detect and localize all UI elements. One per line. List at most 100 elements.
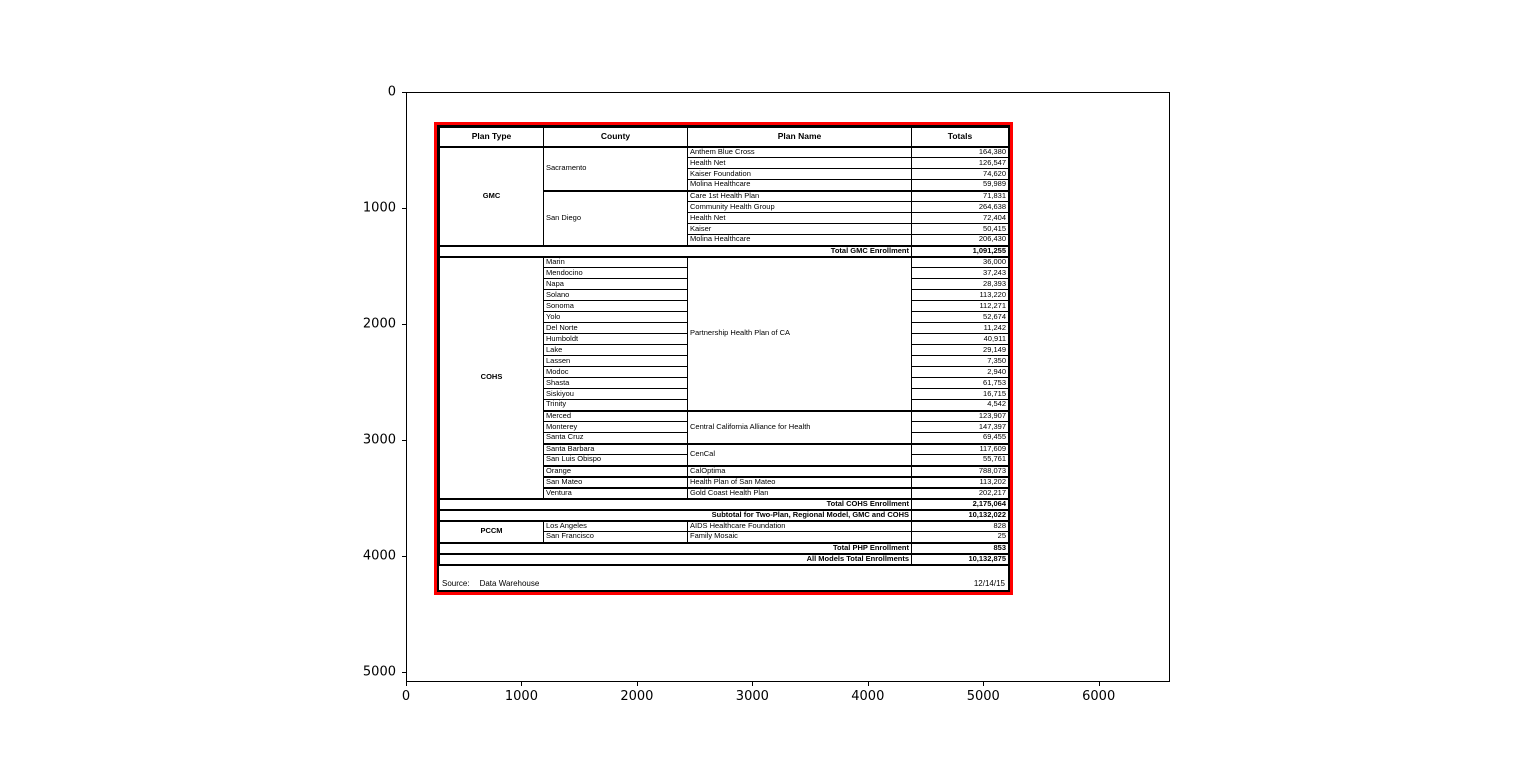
total-value-cell: 2,175,064: [911, 497, 1009, 511]
y-tick-mark: [402, 324, 406, 325]
plan-type-cell: COHS: [439, 256, 544, 499]
totals-cell: 55,761: [911, 454, 1009, 466]
county-cell: Santa Cruz: [543, 432, 688, 444]
county-cell: San Luis Obispo: [543, 454, 688, 466]
county-cell: Sonoma: [543, 300, 688, 312]
plan-name-cell: Molina Healthcare: [687, 179, 912, 191]
totals-cell: 202,217: [911, 486, 1009, 499]
county-cell: Merced: [543, 409, 688, 422]
table-row: San Luis Obispo 55,761: [440, 454, 1009, 466]
table-row: Ventura Gold Coast Health Plan 202,217: [440, 486, 1009, 499]
total-row: Subtotal for Two-Plan, Regional Model, G…: [439, 508, 1009, 522]
x-tick-mark: [521, 682, 523, 686]
county-cell: Santa Barbara: [543, 442, 688, 455]
plan-name-cell: Health Net: [687, 212, 912, 224]
plan-name-cell: Kaiser: [687, 223, 912, 235]
y-tick-label: 2000: [362, 316, 396, 332]
total-row: All Models Total Enrollments 10,132,875: [439, 552, 1009, 566]
county-cell: Ventura: [543, 486, 688, 499]
y-tick-label: 0: [387, 84, 396, 100]
table-row: PCCM Los Angeles AIDS Healthcare Foundatio…: [439, 520, 1009, 543]
totals-cell: 50,415: [911, 223, 1009, 235]
table-row: Yolo 52,674: [440, 311, 1009, 323]
table-row: San Diego Care 1st Health Plan 71,831: [440, 189, 1009, 246]
table-row: Molina Healthcare 206,430: [440, 234, 1009, 246]
enrollment-table-wrapper: Plan Type County Plan Name Totals GMC Sacrame…: [437, 125, 1010, 592]
totals-cell: 264,638: [911, 201, 1009, 213]
county-cell: Trinity: [543, 399, 688, 411]
totals-cell: 71,831: [911, 189, 1009, 202]
plan-name-cell: Partnership Health Plan of CA: [687, 256, 912, 411]
x-tick-label: 4000: [851, 689, 885, 704]
county-cell: Lake: [543, 344, 688, 356]
y-tick-mark: [402, 672, 406, 673]
column-header: Totals: [911, 127, 1009, 148]
totals-cell: 52,674: [911, 311, 1009, 323]
table-row: Kaiser Foundation 74,620: [440, 168, 1009, 180]
county-cell: Monterey: [543, 421, 688, 433]
plan-name-cell: CenCal: [687, 442, 912, 466]
table-footer: Source: Data Warehouse 12/14/15: [439, 566, 1008, 590]
x-tick-label: 0: [401, 689, 411, 704]
totals-cell: 147,397: [911, 421, 1009, 433]
table-row: Modoc 2,940: [440, 366, 1009, 378]
total-row: Total COHS Enrollment 2,175,064: [439, 497, 1009, 511]
totals-cell: 61,753: [911, 377, 1009, 389]
total-value-cell: 853: [911, 541, 1009, 555]
county-cell: Yolo: [543, 311, 688, 323]
totals-cell: 29,149: [911, 344, 1009, 356]
totals-cell: 36,000: [911, 256, 1009, 268]
table-row: Merced Central California Alliance for He…: [440, 409, 1009, 444]
county-cell: Siskiyou: [543, 388, 688, 400]
total-label-cell: Total GMC Enrollment: [439, 244, 912, 258]
county-cell: Mendocino: [543, 267, 688, 279]
x-tick-mark: [867, 682, 869, 686]
y-tick-mark: [402, 208, 406, 209]
y-tick-mark: [402, 440, 406, 441]
x-tick-label: 3000: [735, 689, 769, 704]
totals-cell: 828: [911, 520, 1009, 532]
total-label-cell: Total PHP Enrollment: [439, 541, 912, 555]
totals-cell: 69,455: [911, 432, 1009, 444]
plan-name-cell: Family Mosaic: [687, 531, 912, 543]
plan-name-cell: Gold Coast Health Plan: [687, 486, 912, 499]
plan-name-cell: AIDS Healthcare Foundation: [687, 520, 912, 532]
plan-name-cell: CalOptima: [687, 464, 912, 477]
y-tick-label: 1000: [362, 200, 396, 216]
x-tick-mark: [1098, 682, 1100, 686]
y-tick-mark: [402, 92, 406, 93]
enrollment-table: Plan Type County Plan Name Totals GMC Sacrame…: [439, 127, 1009, 566]
plan-name-cell: Anthem Blue Cross: [687, 146, 912, 158]
source-label: Source:: [442, 578, 470, 588]
total-row: Total GMC Enrollment 1,091,255: [439, 244, 1009, 258]
totals-cell: 4,542: [911, 399, 1009, 411]
total-row: Total PHP Enrollment 853: [439, 541, 1009, 555]
total-label-cell: Total COHS Enrollment: [439, 497, 912, 511]
plan-name-cell: Kaiser Foundation: [687, 168, 912, 180]
county-cell: Napa: [543, 278, 688, 290]
total-value-cell: 10,132,875: [911, 552, 1009, 566]
source-note: Source: Data Warehouse: [442, 579, 549, 588]
county-cell: San Mateo: [543, 475, 688, 488]
totals-cell: 206,430: [911, 234, 1009, 246]
x-tick-label: 2000: [620, 689, 654, 704]
total-value-cell: 10,132,022: [911, 508, 1009, 522]
totals-cell: 28,393: [911, 278, 1009, 290]
total-value-cell: 1,091,255: [911, 244, 1009, 258]
county-cell: Marin: [543, 256, 688, 268]
totals-cell: 123,907: [911, 409, 1009, 422]
x-tick-mark: [983, 682, 985, 686]
column-header: County: [543, 127, 688, 148]
county-cell: San Francisco: [543, 531, 688, 543]
totals-cell: 117,609: [911, 442, 1009, 455]
county-cell: Los Angeles: [543, 520, 688, 532]
y-tick-mark: [402, 556, 406, 557]
table-row: Molina Healthcare 59,989: [440, 179, 1009, 191]
x-tick-label: 5000: [966, 689, 1000, 704]
county-cell: Humboldt: [543, 333, 688, 345]
plan-name-cell: Molina Healthcare: [687, 234, 912, 246]
total-label-cell: Subtotal for Two-Plan, Regional Model, G…: [439, 508, 912, 522]
table-row: Santa Barbara CenCal 117,609: [440, 442, 1009, 466]
totals-cell: 72,404: [911, 212, 1009, 224]
